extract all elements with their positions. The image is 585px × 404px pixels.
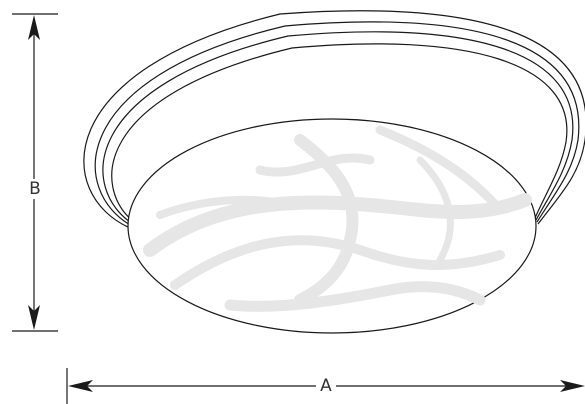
width-arrow-right	[560, 380, 585, 392]
fixture-trim-rim	[83, 10, 585, 229]
height-arrow-top	[28, 15, 40, 40]
height-dimension	[12, 13, 58, 332]
swirl-stroke	[143, 193, 532, 257]
glass-dome	[127, 118, 537, 334]
swirl-stroke	[375, 125, 505, 215]
height-label-b: B	[26, 179, 44, 199]
glass-swirl-pattern	[143, 125, 532, 312]
width-arrow-left	[68, 380, 93, 392]
trim-ring-2	[94, 21, 580, 227]
swirl-stroke	[170, 235, 505, 290]
swirl-stroke	[156, 195, 294, 219]
trim-ring-outer	[83, 10, 585, 229]
swirl-stroke	[224, 281, 486, 312]
swirl-stroke	[255, 153, 375, 177]
width-label-a: A	[316, 376, 336, 396]
height-arrow-bottom	[28, 305, 40, 330]
trim-ring-3	[102, 31, 574, 225]
trim-ring-inner	[111, 43, 568, 223]
swirl-stroke	[416, 156, 454, 264]
